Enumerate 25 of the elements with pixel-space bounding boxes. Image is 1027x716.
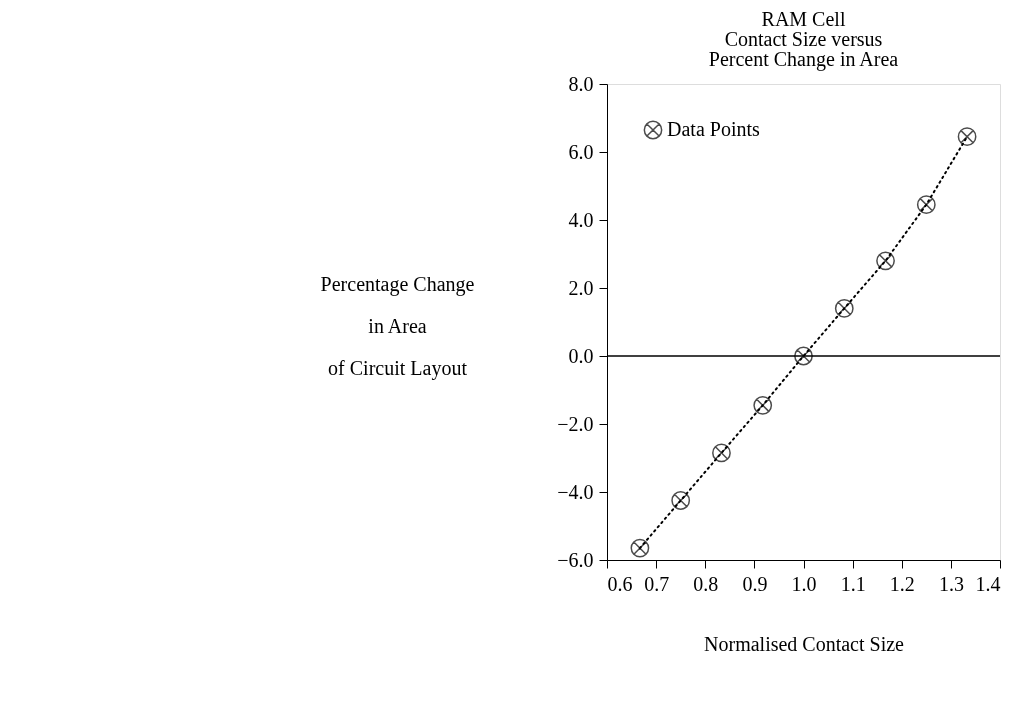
- text: of Circuit Layout: [328, 356, 467, 379]
- y-tick-label: 2.0: [568, 276, 594, 299]
- x-tick-label: 1.1: [840, 572, 866, 595]
- text: Percent Change in Area: [708, 48, 899, 70]
- x-tick-label: 1.4: [975, 572, 1001, 595]
- y-tick-label: −4.0: [557, 480, 594, 503]
- y-tick-label: 0.0: [568, 344, 594, 367]
- x-tick-label: 1.2: [889, 572, 915, 595]
- x-tick-label: 1.0: [791, 572, 817, 595]
- x-tick-label: 0.6: [607, 572, 633, 595]
- x-tick-label: 0.8: [693, 572, 719, 595]
- x-axis-title: Normalised Contact Size: [704, 632, 905, 655]
- text: Percentage Change: [320, 272, 475, 295]
- y-tick-label: −6.0: [557, 548, 594, 571]
- text: Contact Size versus: [724, 28, 883, 50]
- y-tick-label: 4.0: [568, 208, 594, 231]
- text: RAM Cell: [761, 8, 846, 30]
- x-tick-label: 1.3: [938, 572, 964, 595]
- text: in Area: [368, 314, 427, 337]
- x-tick-label: 0.9: [742, 572, 768, 595]
- x-tick-label: 0.7: [644, 572, 670, 595]
- legend-label: Data Points: [667, 118, 760, 140]
- y-tick-label: 8.0: [568, 72, 594, 95]
- y-tick-label: −2.0: [557, 412, 594, 435]
- y-tick-label: 6.0: [568, 140, 594, 163]
